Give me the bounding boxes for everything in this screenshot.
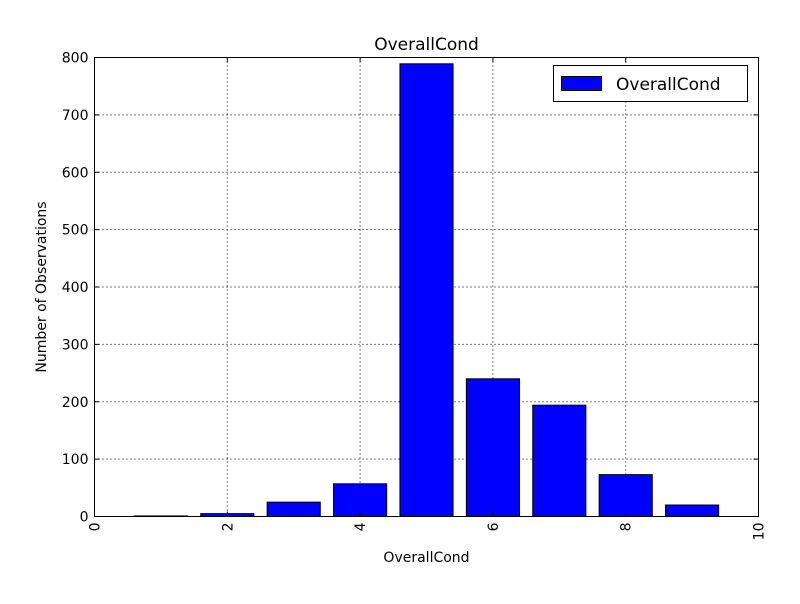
x-tick-label: 2	[220, 523, 236, 532]
y-tick-label: 500	[62, 223, 89, 239]
y-tick-label: 400	[62, 280, 89, 296]
bar	[532, 404, 587, 518]
bar	[399, 63, 454, 517]
x-axis-label: OverallCond	[383, 550, 469, 566]
legend-swatch	[561, 76, 602, 91]
y-tick-label: 600	[62, 165, 89, 181]
bar	[665, 504, 720, 517]
x-tick-label: 10	[752, 523, 768, 541]
y-tick-label: 0	[80, 510, 89, 526]
legend-label: OverallCond	[616, 75, 721, 95]
x-tick-label: 8	[619, 523, 635, 532]
y-tick-label: 700	[62, 108, 89, 124]
bar	[598, 474, 653, 517]
chart-title: OverallCond	[374, 35, 479, 55]
bars-group	[133, 63, 720, 518]
y-tick-label: 100	[62, 452, 89, 468]
legend: OverallCond	[553, 65, 748, 102]
bar	[465, 378, 520, 517]
x-tick-label: 4	[353, 522, 369, 531]
y-axis-label: Number of Observations	[34, 201, 50, 372]
y-tick-label: 800	[62, 51, 89, 67]
axis-ticks: 0 100 200 300 400 500 600 700 800 0 2 4 6 8 10	[62, 51, 768, 541]
x-tick-label: 0	[88, 523, 104, 532]
bar	[266, 501, 321, 517]
x-tick-label: 6	[486, 522, 502, 531]
y-tick-label: 300	[62, 337, 89, 353]
y-tick-label: 200	[62, 395, 89, 411]
